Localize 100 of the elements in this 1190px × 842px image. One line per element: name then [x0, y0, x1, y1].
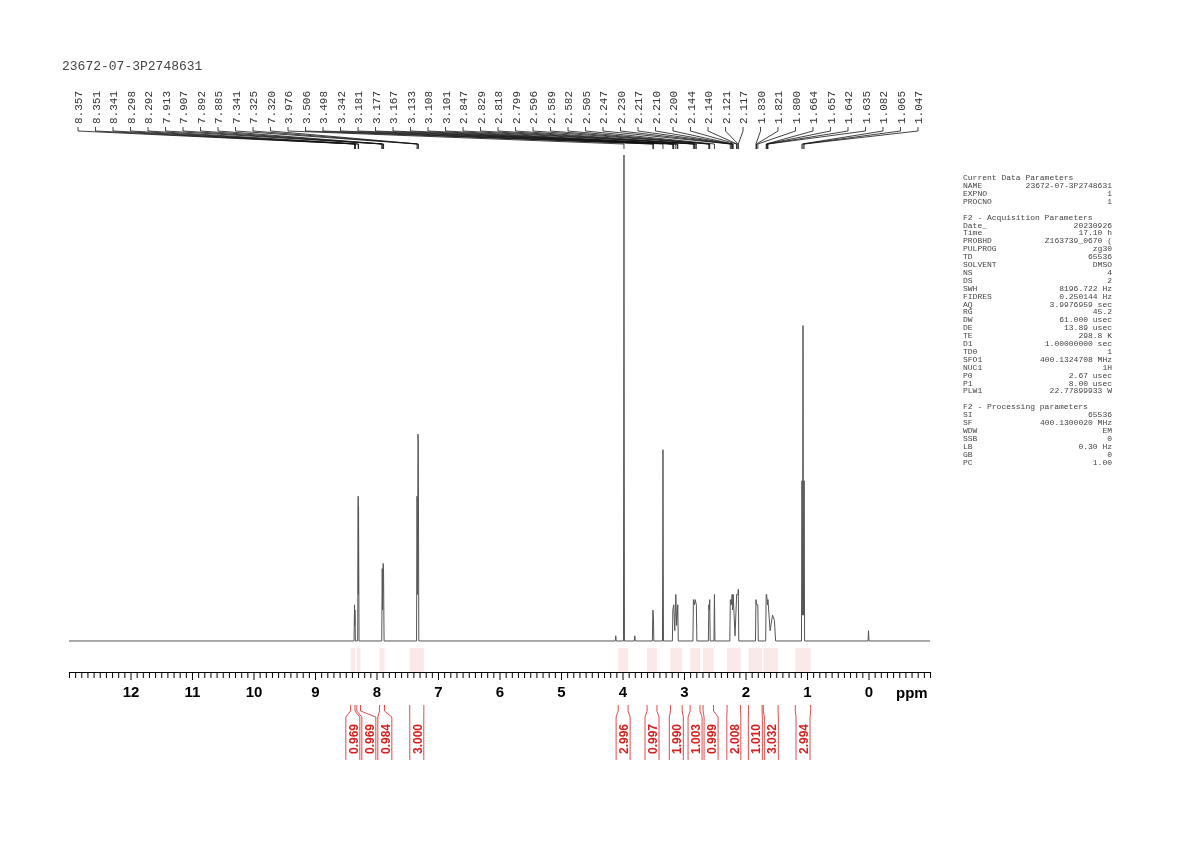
- band-label: 2.996: [617, 723, 632, 755]
- annotation: 8.357: [73, 90, 85, 124]
- annotation: 3.506: [300, 90, 313, 124]
- annotation: 1.821: [773, 90, 785, 124]
- text: TD0 1: [963, 346, 1112, 356]
- annotation: 1.065: [895, 90, 908, 124]
- annotation: 7.325: [248, 90, 260, 124]
- x-tick-label: 0: [864, 682, 874, 700]
- annotation: 1.047: [913, 90, 925, 124]
- annotation: 2.121: [720, 90, 733, 124]
- text: LB 0.30 Hz: [963, 441, 1112, 451]
- band-label: 1.990: [670, 723, 685, 755]
- annotation: 2.799: [510, 90, 523, 124]
- annotation: 3.177: [370, 90, 383, 124]
- annotation: 8.341: [108, 90, 120, 124]
- annotation: 2.140: [703, 90, 715, 124]
- annotation: 7.341: [230, 90, 243, 124]
- annotation: 3.101: [440, 90, 453, 124]
- text: WDW EM: [963, 426, 1112, 435]
- text: AQ 3.9976959 sec: [963, 299, 1112, 309]
- x-tick-label: 11: [184, 682, 201, 700]
- annotation: 2.144: [685, 90, 698, 124]
- band-label: 0.999: [705, 723, 720, 755]
- text: TE 298.8 K: [963, 331, 1112, 341]
- band-label: 2.994: [797, 723, 811, 755]
- text: F2 - Acquisition Parameters: [963, 212, 1093, 222]
- x-tick-label: 10: [245, 682, 263, 700]
- annotation: 7.907: [178, 90, 190, 124]
- annotation: 2.847: [458, 90, 470, 124]
- text: DW 61.000 usec: [963, 315, 1112, 325]
- text: SSB 0: [963, 433, 1112, 443]
- band-label: 0.969: [362, 723, 377, 755]
- annotation: 8.292: [143, 90, 155, 124]
- annotation: 3.342: [335, 90, 348, 124]
- annotation: 1.635: [860, 90, 873, 124]
- text: Time 17.10 h: [963, 228, 1112, 238]
- text: F2 - Processing parameters: [963, 402, 1089, 412]
- text: NAME 23672-07-3P2748631: [963, 180, 1112, 190]
- text: Date_ 20230926: [963, 220, 1112, 230]
- annotation: 2.210: [650, 90, 663, 124]
- band-label: 3.000: [410, 723, 425, 755]
- annotation: 2.505: [580, 90, 593, 124]
- annotation: 2.818: [493, 90, 505, 124]
- annotation: 3.181: [353, 90, 365, 124]
- text: P0 2.67 usec: [963, 370, 1112, 380]
- band-label: 0.997: [646, 723, 661, 755]
- text: P1 8.00 usec: [963, 378, 1112, 388]
- annotation: 7.892: [195, 90, 208, 124]
- text: DS 2: [963, 275, 1112, 285]
- annotation: 8.298: [125, 90, 138, 124]
- text: PLW1 22.77899933 W: [963, 386, 1112, 396]
- annotation: 2.117: [738, 90, 750, 124]
- annotation: 3.133: [405, 90, 418, 124]
- annotation: 3.108: [423, 90, 435, 124]
- text: TD 65536: [963, 252, 1112, 262]
- text: Current Data Parameters: [963, 173, 1074, 182]
- chart-title: 23672-07-3P2748631: [62, 59, 203, 74]
- annotation: 7.885: [213, 90, 225, 124]
- annotation: 7.913: [160, 90, 173, 124]
- x-tick-label: 1: [803, 682, 812, 700]
- band-label: 0.984: [378, 723, 393, 755]
- band-label: 1.003: [689, 723, 704, 755]
- band-label: 2.008: [727, 723, 742, 755]
- text: SI 65536: [963, 410, 1112, 420]
- text: SFO1 400.1324708 MHz: [963, 354, 1112, 364]
- annotation: 2.217: [633, 90, 645, 124]
- annotation: 8.351: [90, 90, 103, 124]
- x-tick-label: 12: [122, 682, 140, 700]
- text: NUC1 1H: [963, 362, 1112, 372]
- text: D1 1.00000000 sec: [963, 339, 1112, 348]
- annotation: 1.642: [843, 90, 855, 124]
- x-tick-label: 2: [741, 682, 751, 700]
- text: FIDRES 0.250144 Hz: [963, 291, 1112, 301]
- annotation: 2.200: [668, 90, 680, 124]
- x-tick-label: 9: [311, 682, 320, 700]
- band-label: 3.032: [765, 723, 780, 755]
- band-label: 1.010: [749, 723, 764, 755]
- x-tick-label: 8: [372, 682, 382, 700]
- annotation: 3.167: [388, 90, 400, 124]
- x-axis-title: ppm: [896, 684, 928, 701]
- text: GB 0: [963, 449, 1112, 459]
- text: DE 13.89 usec: [963, 323, 1112, 333]
- x-tick-label: 3: [680, 682, 689, 700]
- x-tick-label: 4: [618, 682, 628, 700]
- annotation: 2.829: [475, 90, 488, 124]
- annotation: 3.498: [318, 90, 330, 124]
- annotation: 2.589: [545, 90, 558, 124]
- text: PULPROG zg30: [963, 244, 1112, 254]
- annotation: 1.800: [790, 90, 803, 124]
- x-tick-label: 6: [495, 682, 505, 700]
- text: PC 1.00: [963, 457, 1112, 467]
- annotation: 2.596: [528, 90, 540, 124]
- text: SF 400.1300020 MHz: [963, 418, 1112, 428]
- annotation: 3.976: [283, 90, 295, 124]
- annotation: 2.582: [563, 90, 575, 124]
- annotation: 1.657: [825, 90, 838, 124]
- annotation: 1.664: [808, 90, 820, 124]
- text: PROBHD Z163739_0670 (: [963, 236, 1112, 246]
- annotation: 1.830: [755, 90, 768, 124]
- text: SOLVENT DMSO: [963, 260, 1112, 269]
